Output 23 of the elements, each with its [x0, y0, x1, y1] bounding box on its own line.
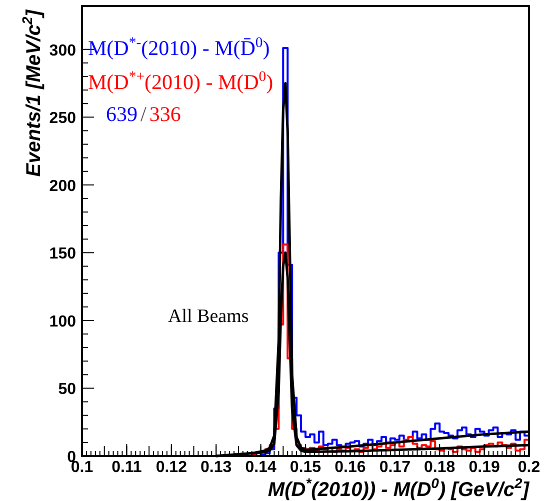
annotation: /	[140, 102, 146, 126]
annotation: All Beams	[168, 306, 249, 327]
series-label: M(D$^{*-}$(2010) - M(D̄$^{0}$)	[88, 35, 270, 60]
x-tick-label: 0.19	[468, 459, 500, 476]
y-tick-label: 100	[49, 313, 76, 330]
x-tick-label: 0.15	[290, 459, 322, 476]
x-tick-label: 0.17	[379, 459, 411, 476]
y-tick-label: 150	[49, 246, 76, 263]
text: M(D$^{*+}$(2010) - M(D$^{0}$)	[88, 69, 274, 94]
y-tick-label: 50	[58, 381, 76, 398]
annotation: 336	[149, 102, 181, 126]
y-tick-label: 200	[49, 178, 76, 195]
x-tick-label: 0.18	[424, 459, 456, 476]
y-tick-label: 300	[49, 42, 76, 60]
x-tick-label: 0.12	[156, 459, 188, 476]
x-tick-label: 0.14	[245, 459, 276, 476]
x-axis-title: M(D$^{*}$(2010)) - M(D$^{0}$) [GeV/c$^{2}$]	[268, 475, 530, 501]
annotation: 639	[106, 102, 138, 126]
x-tick-label: 0.2	[518, 459, 540, 476]
y-tick-label: 250	[49, 110, 76, 128]
x-tick-label: 0.16	[334, 459, 366, 476]
x-tick-label: 0.13	[200, 459, 232, 476]
x-tick-label: 0.11	[112, 459, 142, 476]
